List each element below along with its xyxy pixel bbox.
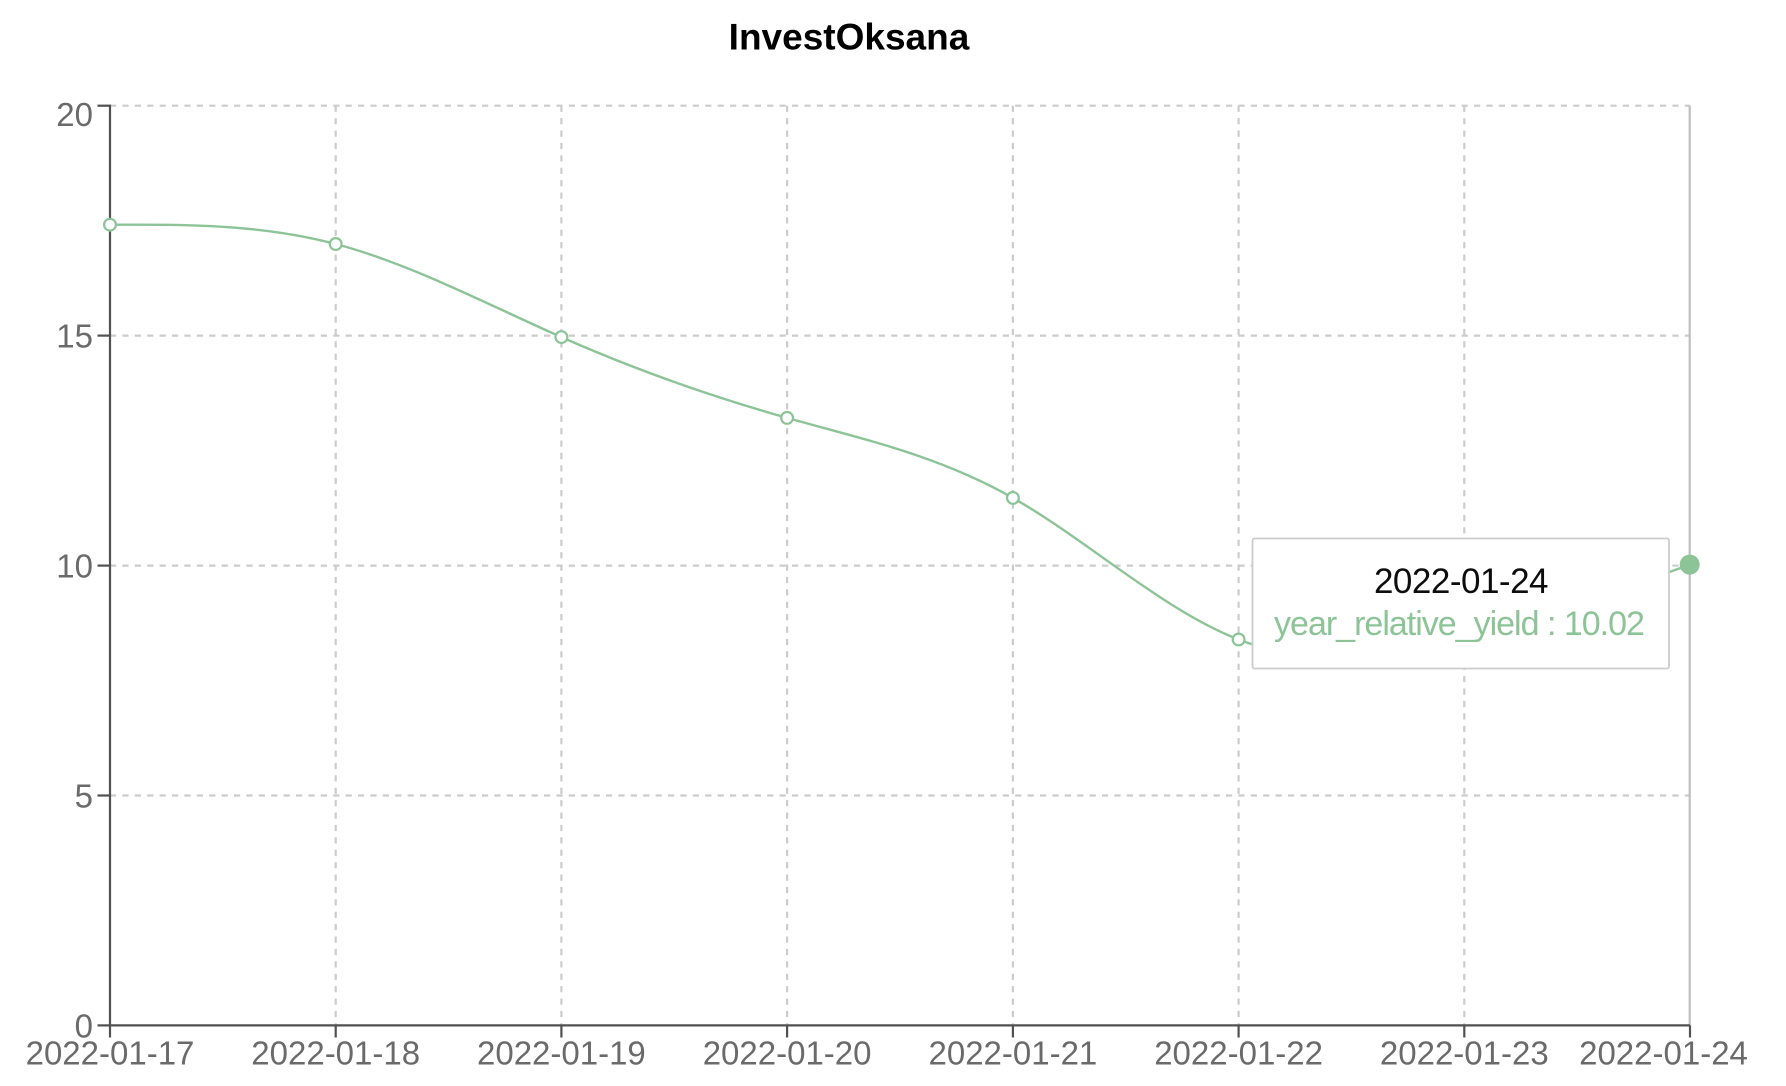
svg-text:2022-01-22: 2022-01-22 (1154, 1035, 1323, 1072)
svg-text:10: 10 (56, 548, 93, 585)
svg-text:2022-01-20: 2022-01-20 (703, 1035, 872, 1072)
svg-text:year_relative_yield : 10.02: year_relative_yield : 10.02 (1274, 605, 1644, 643)
svg-text:5: 5 (75, 778, 93, 815)
svg-text:2022-01-18: 2022-01-18 (251, 1035, 420, 1072)
svg-text:2022-01-17: 2022-01-17 (26, 1035, 195, 1072)
svg-text:0: 0 (75, 1007, 93, 1044)
svg-text:2022-01-23: 2022-01-23 (1380, 1035, 1549, 1072)
svg-text:2022-01-24: 2022-01-24 (1579, 1035, 1748, 1072)
svg-text:2022-01-21: 2022-01-21 (928, 1035, 1097, 1072)
svg-text:2022-01-19: 2022-01-19 (477, 1035, 646, 1072)
svg-text:2022-01-24: 2022-01-24 (1374, 562, 1548, 601)
svg-text:InvestOksana: InvestOksana (729, 17, 970, 58)
svg-text:15: 15 (56, 318, 93, 355)
svg-text:20: 20 (56, 96, 93, 133)
